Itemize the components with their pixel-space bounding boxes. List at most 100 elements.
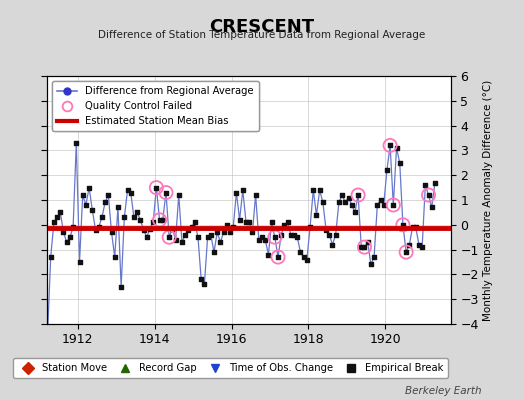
- Point: [367, 261, 375, 268]
- Point: [232, 189, 241, 196]
- Y-axis label: Monthly Temperature Anomaly Difference (°C): Monthly Temperature Anomaly Difference (…: [483, 79, 493, 321]
- Point: [283, 219, 292, 226]
- Point: [47, 254, 55, 260]
- Point: [235, 217, 244, 223]
- Point: [126, 189, 135, 196]
- Text: Berkeley Earth: Berkeley Earth: [406, 386, 482, 396]
- Point: [418, 244, 427, 250]
- Point: [184, 226, 192, 233]
- Point: [171, 236, 180, 243]
- Point: [91, 226, 100, 233]
- Point: [428, 204, 436, 211]
- Point: [197, 276, 205, 282]
- Point: [274, 254, 282, 260]
- Point: [111, 254, 119, 260]
- Point: [303, 256, 311, 263]
- Point: [165, 234, 173, 240]
- Point: [274, 254, 282, 260]
- Point: [53, 214, 61, 220]
- Point: [312, 212, 321, 218]
- Point: [373, 202, 381, 208]
- Point: [354, 192, 362, 198]
- Point: [203, 234, 212, 240]
- Point: [402, 249, 410, 255]
- Point: [309, 187, 318, 193]
- Point: [159, 217, 167, 223]
- Point: [43, 333, 52, 340]
- Point: [271, 234, 279, 240]
- Point: [213, 229, 222, 236]
- Point: [162, 189, 170, 196]
- Point: [191, 219, 199, 226]
- Point: [424, 192, 433, 198]
- Point: [156, 217, 164, 223]
- Point: [261, 236, 269, 243]
- Point: [424, 192, 433, 198]
- Point: [156, 217, 164, 223]
- Point: [165, 234, 173, 240]
- Point: [264, 251, 272, 258]
- Point: [133, 209, 141, 216]
- Point: [188, 224, 196, 230]
- Point: [143, 234, 151, 240]
- Point: [223, 222, 231, 228]
- Point: [351, 209, 359, 216]
- Point: [306, 224, 314, 230]
- Point: [370, 254, 378, 260]
- Point: [62, 239, 71, 245]
- Point: [325, 232, 333, 238]
- Point: [139, 226, 148, 233]
- Point: [361, 244, 369, 250]
- Point: [405, 242, 413, 248]
- Point: [130, 214, 138, 220]
- Point: [299, 254, 308, 260]
- Point: [357, 244, 365, 250]
- Legend: Difference from Regional Average, Quality Control Failed, Estimated Station Mean: Difference from Regional Average, Qualit…: [52, 81, 259, 131]
- Point: [389, 202, 398, 208]
- Point: [280, 222, 289, 228]
- Point: [98, 214, 106, 220]
- Point: [242, 219, 250, 226]
- Point: [72, 140, 81, 146]
- Point: [168, 225, 177, 232]
- Point: [56, 209, 64, 216]
- Point: [361, 244, 369, 250]
- Point: [59, 229, 68, 236]
- Point: [37, 140, 45, 146]
- Point: [344, 194, 353, 201]
- Point: [386, 142, 395, 149]
- Point: [210, 249, 218, 255]
- Point: [389, 202, 398, 208]
- Point: [194, 234, 202, 240]
- Point: [267, 219, 276, 226]
- Point: [174, 192, 183, 198]
- Point: [238, 187, 247, 193]
- Point: [252, 192, 260, 198]
- Point: [79, 192, 87, 198]
- Point: [66, 234, 74, 240]
- Point: [117, 284, 125, 290]
- Point: [399, 222, 407, 228]
- Point: [181, 232, 189, 238]
- Point: [414, 242, 423, 248]
- Point: [383, 167, 391, 174]
- Point: [107, 229, 116, 236]
- Point: [94, 224, 103, 230]
- Point: [392, 145, 401, 151]
- Point: [421, 182, 430, 188]
- Point: [104, 192, 113, 198]
- Point: [287, 232, 295, 238]
- Point: [396, 160, 404, 166]
- Point: [258, 234, 266, 240]
- Text: CRESCENT: CRESCENT: [210, 18, 314, 36]
- Point: [335, 199, 343, 206]
- Point: [277, 232, 286, 238]
- Point: [386, 142, 395, 149]
- Point: [376, 197, 385, 203]
- Point: [332, 232, 340, 238]
- Point: [296, 249, 304, 255]
- Point: [152, 184, 160, 191]
- Point: [50, 219, 58, 226]
- Point: [229, 224, 237, 230]
- Point: [315, 187, 324, 193]
